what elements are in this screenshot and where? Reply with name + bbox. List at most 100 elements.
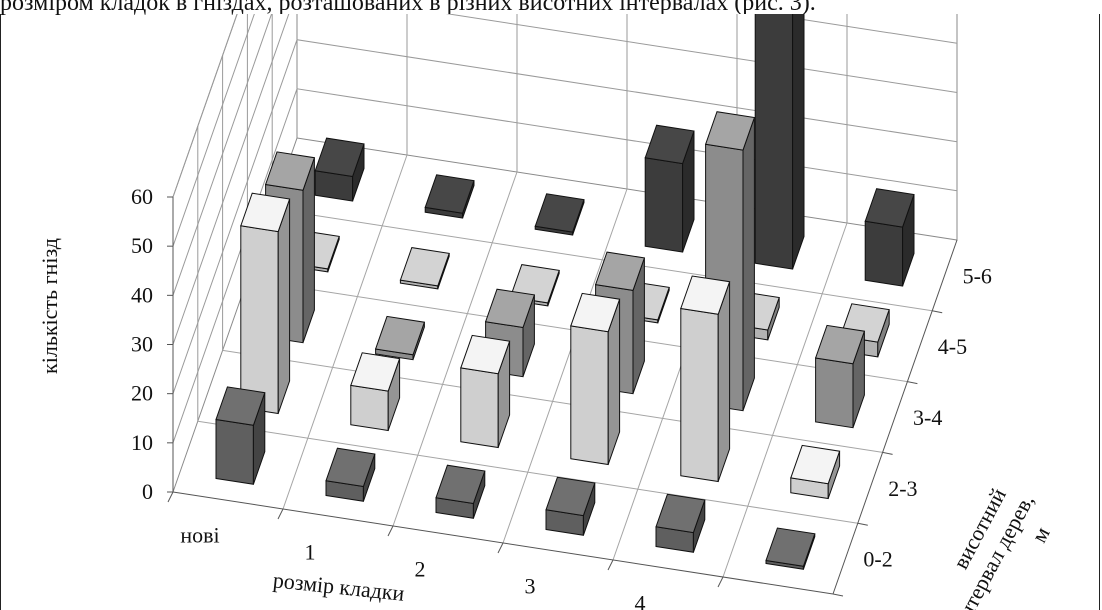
bar	[215, 386, 266, 485]
bar	[374, 315, 426, 361]
y-tick-label: 20	[131, 381, 153, 406]
x-tick-label: 3	[525, 574, 536, 599]
x-tick-label: нові	[180, 523, 219, 548]
chart-frame: 0 10 20 30 40 50 60 нові 1 2 3 4 5 0-2 2-3 3-4 4-5 5-6 кі…	[0, 14, 1100, 610]
gridline-floor	[392, 171, 518, 527]
gridline-horizontal	[172, 14, 255, 247]
bar	[240, 192, 291, 415]
bar-top-face	[655, 493, 706, 534]
gridline-horizontal	[172, 14, 238, 198]
gridline-floor	[272, 208, 933, 312]
z-tick-label: 4-5	[938, 334, 967, 359]
gridline-floor	[722, 222, 848, 578]
bar	[545, 476, 596, 536]
bar	[534, 193, 585, 236]
chart-bars	[215, 14, 915, 570]
gridline-horizontal	[172, 14, 958, 296]
bar-top-face	[460, 334, 511, 375]
bar-top-face	[765, 527, 816, 567]
y-tick-label: 10	[131, 430, 153, 455]
bar-front-face	[215, 418, 254, 485]
bar-front-face	[644, 157, 684, 253]
x-tick-mark	[607, 559, 614, 571]
bar-top-face	[240, 192, 291, 233]
bar	[814, 324, 866, 429]
x-tick-mark	[167, 491, 174, 503]
x-axis-label: розмір кладки	[272, 567, 406, 606]
bar-top-face	[435, 464, 486, 505]
bar-top-face	[325, 447, 376, 488]
bar-top-face	[570, 292, 621, 333]
bar-top-face	[680, 275, 731, 315]
bar-top-face	[644, 124, 695, 165]
bar-top-face	[790, 444, 841, 485]
gridline-floor	[502, 188, 628, 544]
bar	[399, 247, 450, 290]
x-tick-mark	[497, 542, 504, 554]
bar-top-face	[264, 151, 316, 191]
z-tick-label: 0-2	[863, 547, 892, 572]
bar	[460, 334, 511, 449]
bar	[754, 14, 805, 270]
bar	[644, 124, 695, 253]
bar-top-face	[594, 251, 646, 291]
z-tick-label: 3-4	[913, 405, 942, 430]
bar	[314, 137, 365, 202]
bar	[570, 292, 621, 466]
y-tick-label: 30	[131, 332, 153, 357]
bar	[350, 352, 401, 432]
z-tick-mark	[857, 522, 868, 526]
bar-top-face	[314, 137, 365, 178]
x-tick-label: 1	[305, 540, 316, 565]
bar-top-face	[215, 386, 266, 426]
z-tick-label: 2-3	[888, 476, 917, 501]
y-tick-label: 40	[131, 282, 153, 307]
z-tick-label: 5-6	[963, 263, 992, 288]
x-tick-mark	[717, 576, 724, 588]
bar-front-face	[680, 307, 719, 483]
bar-side-face	[792, 14, 805, 270]
gridline-floor	[222, 349, 883, 453]
bar-side-face	[742, 117, 755, 411]
bar	[655, 493, 706, 553]
bar	[864, 188, 915, 287]
bar-front-face	[240, 225, 279, 415]
x-tick-label: 2	[415, 557, 426, 582]
gridline-floor	[282, 154, 408, 510]
bar-top-face	[704, 111, 756, 151]
bar-front-face	[864, 220, 904, 287]
bar-side-face	[277, 198, 291, 414]
bar	[325, 447, 376, 502]
bar	[680, 275, 731, 483]
y-tick-label: 50	[131, 233, 153, 258]
bar-top-face	[534, 193, 585, 233]
bar-top-face	[864, 188, 915, 228]
z-tick-mark	[932, 310, 943, 314]
bar-front-face	[460, 367, 499, 449]
gridline-floor	[197, 420, 858, 524]
bar	[424, 174, 475, 219]
y-tick-label: 0	[142, 479, 153, 504]
bar-top-face	[374, 315, 426, 356]
bar-top-face	[814, 324, 866, 365]
bar-top-face	[350, 352, 401, 392]
bar-top-face	[399, 247, 450, 287]
bar	[790, 444, 841, 500]
z-axis-line	[832, 239, 958, 595]
bar-top-face	[545, 476, 596, 517]
y-tick-label: 60	[131, 184, 153, 209]
z-tick-mark	[907, 381, 918, 385]
chart-3d-column: 0 10 20 30 40 50 60 нові 1 2 3 4 5 0-2 2-3 3-4 4-5 5-6 кі…	[37, 14, 1055, 610]
chart-axes: 0 10 20 30 40 50 60 нові 1 2 3 4 5 0-2 2-3 3-4 4-5 5-6	[131, 184, 992, 610]
bar-front-face	[815, 357, 854, 429]
caption-fragment: розміром кладок в гніздах, розташованих …	[0, 0, 816, 15]
bar-side-face	[717, 281, 731, 482]
z-axis-label-line3: м	[1026, 522, 1055, 546]
bar-front-face	[570, 325, 609, 466]
bar	[435, 464, 486, 519]
bar-front-face	[754, 14, 794, 270]
x-tick-label: 5	[745, 608, 756, 610]
z-tick-mark	[832, 593, 844, 597]
bar	[765, 527, 816, 570]
y-axis-label: кількість гнізд	[37, 238, 62, 374]
